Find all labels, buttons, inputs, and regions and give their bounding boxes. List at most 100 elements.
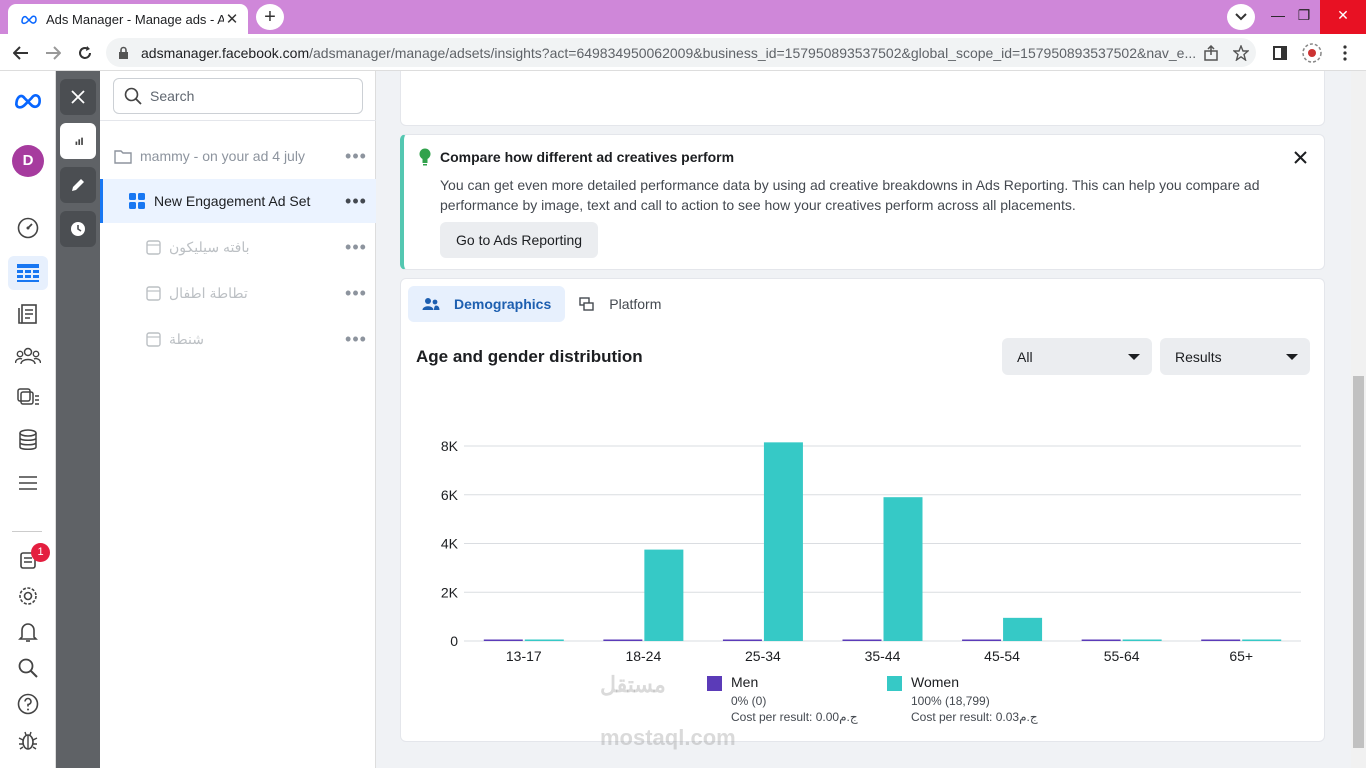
back-arrow-icon[interactable] (8, 40, 34, 66)
help-icon[interactable] (8, 687, 48, 721)
legend-name: Men (731, 674, 759, 690)
more-options-icon[interactable]: ••• (345, 190, 367, 211)
more-options-icon[interactable]: ••• (345, 145, 367, 166)
minimize-icon[interactable]: — (1271, 7, 1285, 23)
go-to-ads-reporting-button[interactable]: Go to Ads Reporting (440, 222, 599, 258)
filter-dropdown[interactable]: All (1002, 338, 1152, 375)
new-tab-icon[interactable]: + (256, 4, 284, 30)
bell-icon[interactable] (8, 615, 48, 649)
tip-title: Compare how different ad creatives perfo… (440, 149, 735, 165)
search-input[interactable] (150, 88, 350, 104)
tree-campaign-item[interactable]: mammy - on your ad 4 july ••• (100, 134, 376, 178)
bar-men (722, 639, 762, 641)
bar-women (1242, 639, 1282, 641)
browser-tab-bar: Ads Manager - Manage ads - Ad ✕ + — ❐ ✕ (0, 0, 1366, 34)
tree-ad-item[interactable]: تطاطة اطفال ••• (100, 271, 376, 315)
ad-name: بافته سيليكون (169, 238, 250, 255)
bookmark-star-icon[interactable] (1226, 44, 1256, 61)
address-bar: adsmanager.facebook.com/adsmanager/manag… (0, 34, 1366, 71)
insights-main: Compare how different ad creatives perfo… (376, 71, 1351, 768)
tab-demographics[interactable]: Demographics (408, 286, 566, 322)
dashboard-gauge-icon[interactable] (8, 211, 48, 245)
search-icon[interactable] (8, 651, 48, 685)
url-field[interactable]: adsmanager.facebook.com/adsmanager/manag… (106, 38, 1256, 67)
people-icon (422, 297, 440, 311)
restore-icon[interactable]: ❐ (1297, 7, 1311, 23)
ad-name: شنطة (169, 330, 204, 347)
search-box[interactable] (113, 78, 363, 114)
tree-ad-item[interactable]: شنطة ••• (100, 317, 376, 361)
kebab-menu-icon[interactable] (1332, 40, 1358, 66)
tab-label: Demographics (454, 296, 552, 312)
campaigns-table-icon[interactable] (8, 256, 48, 290)
legend-cost: Cost per result: 0.00ج.م (731, 710, 858, 724)
breakdown-tabs: Demographics Platform (408, 286, 675, 322)
tab-platform[interactable]: Platform (565, 286, 675, 322)
y-tick-label: 4K (441, 536, 459, 552)
bug-report-icon[interactable] (8, 723, 48, 757)
scrollbar-thumb[interactable] (1353, 376, 1364, 748)
browser-tab[interactable]: Ads Manager - Manage ads - Ad ✕ (8, 4, 248, 34)
scrollbar[interactable] (1351, 71, 1366, 768)
x-tick-label: 45-54 (984, 648, 1020, 664)
url-path: /adsmanager/manage/adsets/insights?act=6… (309, 44, 1196, 61)
tab-search-chevron-icon[interactable] (1227, 4, 1255, 30)
bar-women (1003, 617, 1043, 641)
search-icon (124, 87, 142, 105)
legend-stat: 100% (18,799) (911, 694, 990, 708)
edit-pencil-icon[interactable] (60, 167, 96, 203)
reload-icon[interactable] (72, 40, 98, 66)
legend-stat: 0% (0) (731, 694, 767, 708)
folder-icon (114, 149, 132, 164)
caret-down-icon (1286, 353, 1298, 360)
ad-square-icon (146, 285, 161, 301)
nav-rail: D 1 (0, 71, 56, 768)
divider (100, 120, 376, 121)
history-clock-icon[interactable] (60, 211, 96, 247)
bar-women (1122, 639, 1162, 641)
avatar[interactable]: D (12, 145, 44, 177)
platform-icon (579, 296, 595, 312)
side-panel-icon[interactable] (1267, 40, 1293, 66)
legend-name: Women (911, 674, 959, 690)
creative-tip-card: Compare how different ad creatives perfo… (400, 134, 1325, 270)
bar-women (883, 497, 923, 641)
legend-swatch-men (707, 676, 722, 691)
tree-ad-item[interactable]: بافته سيليكون ••• (100, 225, 376, 269)
share-icon[interactable] (1196, 44, 1226, 61)
tab-close-icon[interactable]: ✕ (225, 11, 239, 28)
x-tick-label: 25-34 (745, 648, 781, 664)
media-library-icon[interactable] (8, 381, 48, 415)
more-options-icon[interactable]: ••• (345, 328, 367, 349)
bar-men (842, 639, 882, 641)
forward-arrow-icon[interactable] (40, 40, 66, 66)
age-gender-bar-chart: 0 2K 4K 6K 8K 13-17 18-24 25-34 35-44 45-54 55-64 6… (441, 438, 1301, 664)
metric-dropdown[interactable]: Results (1160, 338, 1310, 375)
tree-adset-item[interactable]: New Engagement Ad Set ••• (100, 179, 376, 223)
tip-body: You can get even more detailed performan… (440, 177, 1260, 213)
more-options-icon[interactable]: ••• (345, 236, 367, 257)
rail-divider (12, 531, 42, 532)
x-tick-label: 18-24 (625, 648, 661, 664)
tab-label: Platform (609, 296, 662, 312)
insights-chart-icon[interactable] (60, 123, 96, 159)
profile-icon[interactable] (1299, 40, 1325, 66)
close-icon[interactable] (1290, 147, 1310, 167)
meta-logo-icon[interactable] (8, 83, 48, 117)
all-tools-menu-icon[interactable] (8, 466, 48, 500)
billing-database-icon[interactable] (8, 423, 48, 457)
settings-gear-icon[interactable] (8, 579, 48, 613)
metric-value: Results (1175, 348, 1222, 365)
meta-favicon-icon (21, 15, 37, 25)
audiences-people-icon[interactable] (8, 339, 48, 373)
bar-women (524, 639, 564, 641)
ad-square-icon (146, 239, 161, 255)
watermark-logo: مستقل (600, 672, 666, 697)
watermark-text: mostaql.com (600, 725, 736, 750)
window-close-icon[interactable]: ✕ (1320, 0, 1366, 34)
more-options-icon[interactable]: ••• (345, 282, 367, 303)
close-panel-icon[interactable] (60, 79, 96, 115)
lightbulb-icon (419, 148, 431, 166)
reports-document-icon[interactable] (8, 297, 48, 331)
bar-men (1201, 639, 1241, 641)
